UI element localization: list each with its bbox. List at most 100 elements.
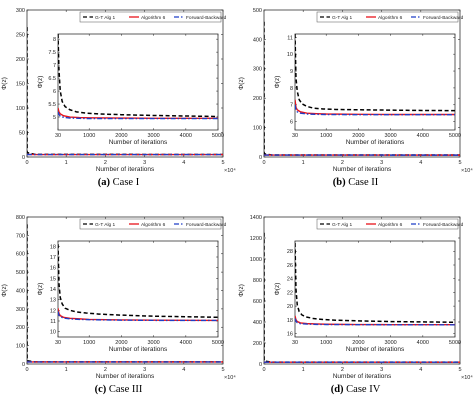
legend-label-3: Forward-Backward (186, 222, 227, 228)
chart-panel-case-4: 0 1 2 3 4 5 0 200 400 600 800 1000 1200 1400 Number of… (237, 207, 474, 414)
x-tick-label: 4000 (417, 340, 429, 346)
y-tick-label: 200 (16, 57, 25, 63)
x-tick-label: 3000 (147, 340, 159, 346)
series-line-3 (295, 318, 455, 326)
y-tick-label: 600 (16, 252, 25, 258)
y-tick-label: 50 (19, 130, 25, 136)
plot-frame (57, 33, 219, 131)
x-tick-label: 0 (262, 367, 265, 373)
y-tick-label: 18 (287, 318, 293, 324)
y-tick-label: 500 (253, 8, 262, 14)
x-axis-label: Number of iterations (96, 373, 155, 380)
x-tick-label: 3 (380, 160, 383, 166)
y-axis-label: Φ(z) (1, 77, 8, 90)
x-axis-label: Number of iterations (333, 373, 392, 380)
caption-letter: (b) (332, 177, 346, 188)
x-tick-label: 5000 (212, 340, 224, 346)
legend-label-3: Forward-Backward (423, 15, 464, 21)
caption-letter: (a) (97, 177, 111, 188)
inset-axes: 30 1000 2000 3000 4000 5000 10 11 12 13 14 15 16 17 18… (37, 240, 224, 353)
caption-text: Case II (348, 177, 379, 188)
y-tick-label: 300 (16, 8, 25, 14)
x-axis-exponent: ×10⁴ (224, 374, 236, 381)
x-tick-label: 1 (302, 367, 305, 373)
caption-letter: (d) (330, 384, 344, 395)
y-tick-label: 20 (287, 304, 293, 310)
y-tick-label: 8 (290, 86, 293, 92)
chart-svg: 0 1 2 3 4 5 0 100 200 300 400 500 Number of iteratio… (238, 8, 473, 174)
x-tick-label: 2 (104, 367, 107, 373)
legend-label-3: Forward-Backward (186, 15, 227, 21)
x-tick-label: 0 (25, 367, 28, 373)
y-tick-label: 300 (253, 67, 262, 73)
y-tick-label: 100 (253, 126, 262, 132)
series-line-1 (264, 21, 460, 156)
y-tick-label: 11 (287, 35, 293, 41)
caption-text: Case IV (346, 384, 381, 395)
x-tick-label: 3 (380, 367, 383, 373)
x-tick-label: 2000 (115, 133, 127, 139)
inset-x-axis-label: Number of iterations (346, 139, 405, 146)
x-axis-exponent: ×10⁴ (461, 167, 473, 174)
x-tick-label: 0 (262, 160, 265, 166)
plot-frame (57, 240, 219, 338)
y-tick-label: 22 (287, 290, 293, 296)
y-tick-label: 7 (53, 63, 56, 69)
y-axis-label: Φ(z) (1, 284, 8, 297)
legend: G-T Alg 1 Algorithm 6 Forward-Backward (79, 11, 227, 23)
inset-y-axis-label: Φ(z) (37, 76, 44, 89)
y-axis-label: Φ(z) (238, 284, 245, 297)
series-line-1 (58, 34, 218, 118)
x-tick-label: 5 (221, 160, 224, 166)
x-axis-label: Number of iterations (333, 166, 392, 173)
inset-y-axis-label: Φ(z) (274, 283, 281, 296)
x-tick-label: 2000 (352, 133, 364, 139)
x-tick-label: 2 (104, 160, 107, 166)
legend-label-2: Algorithm 6 (141, 15, 166, 21)
legend-label-1: G-T Alg 1 (332, 222, 353, 228)
legend-label-1: G-T Alg 1 (95, 222, 116, 228)
x-tick-label: 1 (65, 160, 68, 166)
x-tick-label: 1 (65, 367, 68, 373)
legend-label-2: Algorithm 6 (141, 222, 166, 228)
y-tick-label: 0 (22, 362, 25, 368)
x-tick-label: 4000 (417, 133, 429, 139)
y-tick-label: 300 (16, 307, 25, 313)
chart-svg: 0 1 2 3 4 5 0 200 400 600 800 1000 1200 1400 Number of… (238, 215, 473, 381)
x-tick-label: 5000 (449, 133, 461, 139)
figure-caption: (c) Case III (0, 384, 237, 395)
y-tick-label: 17 (50, 255, 56, 261)
x-tick-label: 5 (458, 367, 461, 373)
y-tick-label: 7.5 (48, 50, 56, 56)
y-tick-label: 7 (290, 103, 293, 109)
caption-letter: (c) (94, 384, 107, 395)
x-tick-label: 4000 (180, 133, 192, 139)
x-tick-label: 30 (55, 340, 61, 346)
y-tick-label: 16 (50, 266, 56, 272)
y-tick-label: 14 (50, 287, 56, 293)
legend: G-T Alg 1 Algorithm 6 Forward-Backward (316, 218, 464, 230)
inset-x-axis-label: Number of iterations (346, 346, 405, 353)
y-tick-label: 16 (287, 331, 293, 337)
series-line-1 (295, 243, 455, 324)
x-tick-label: 1000 (83, 133, 95, 139)
x-tick-label: 0 (25, 160, 28, 166)
y-tick-label: 10 (287, 52, 293, 58)
y-tick-label: 700 (16, 233, 25, 239)
x-tick-label: 1000 (320, 133, 332, 139)
y-tick-label: 400 (253, 320, 262, 326)
y-tick-label: 800 (16, 215, 25, 221)
x-tick-label: 30 (292, 133, 298, 139)
legend: G-T Alg 1 Algorithm 6 Forward-Backward (316, 11, 464, 23)
series-line-1 (58, 244, 218, 319)
y-tick-label: 24 (287, 277, 293, 283)
x-tick-label: 2 (341, 160, 344, 166)
x-tick-label: 4 (182, 367, 185, 373)
x-tick-label: 30 (55, 133, 61, 139)
y-tick-label: 200 (16, 325, 25, 331)
y-tick-label: 6 (53, 89, 56, 95)
inset-axes: 30 1000 2000 3000 4000 5000 16 18 20 22 24 26 28 Numb… (274, 240, 461, 353)
x-tick-label: 2 (341, 367, 344, 373)
y-tick-label: 8 (53, 37, 56, 43)
